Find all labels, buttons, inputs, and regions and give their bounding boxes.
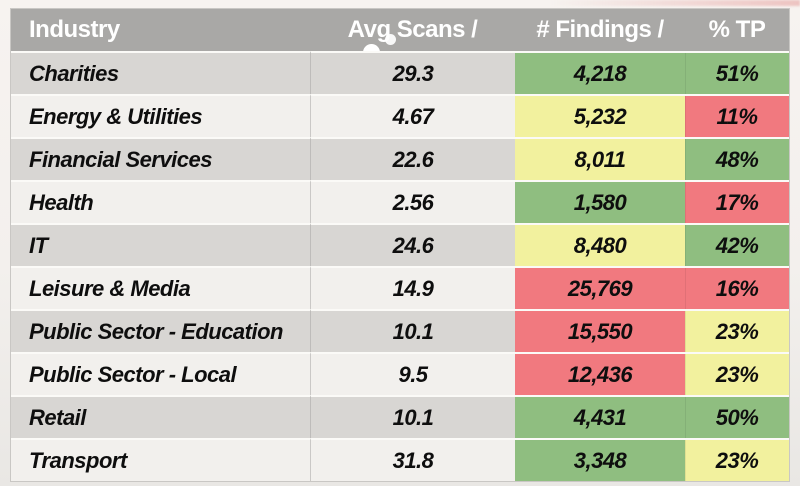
table-row: Public Sector - Education 10.1 15,550 23… <box>11 309 789 352</box>
table-row: Public Sector - Local 9.5 12,436 23% <box>11 352 789 395</box>
tp-cell: 50% <box>685 395 789 438</box>
column-header-label: # Findings / <box>536 16 664 43</box>
table-header-row: Industry Avg Scans / # Findings / % TP <box>11 9 789 51</box>
industry-cell: Retail <box>11 395 310 438</box>
industry-cell: Charities <box>11 51 310 94</box>
table-body: Charities 29.3 4,218 51% Energy & Utilit… <box>11 51 789 481</box>
tp-cell: 48% <box>685 137 789 180</box>
table-row: Retail 10.1 4,431 50% <box>11 395 789 438</box>
tp-cell: 17% <box>685 180 789 223</box>
industry-scan-table: Industry Avg Scans / # Findings / % TP C… <box>10 8 790 482</box>
tp-cell: 23% <box>685 438 789 481</box>
industry-cell: Public Sector - Education <box>11 309 310 352</box>
column-header-label: Avg Scans / <box>347 16 478 43</box>
tp-cell: 11% <box>685 94 789 137</box>
industry-cell: Transport <box>11 438 310 481</box>
avg-scans-cell: 14.9 <box>310 266 515 309</box>
tp-cell: 23% <box>685 352 789 395</box>
clipped-text-artifact <box>384 34 396 45</box>
findings-cell: 8,480 <box>515 223 685 266</box>
table-row: Energy & Utilities 4.67 5,232 11% <box>11 94 789 137</box>
avg-scans-cell: 24.6 <box>310 223 515 266</box>
column-header-industry: Industry <box>11 9 310 51</box>
table-row: IT 24.6 8,480 42% <box>11 223 789 266</box>
background-photo-tint <box>550 0 800 6</box>
findings-cell: 25,769 <box>515 266 685 309</box>
column-header-label: Industry <box>29 16 120 43</box>
avg-scans-cell: 31.8 <box>310 438 515 481</box>
table-row: Leisure & Media 14.9 25,769 16% <box>11 266 789 309</box>
industry-cell: Financial Services <box>11 137 310 180</box>
tp-cell: 42% <box>685 223 789 266</box>
avg-scans-cell: 9.5 <box>310 352 515 395</box>
avg-scans-cell: 10.1 <box>310 309 515 352</box>
avg-scans-cell: 22.6 <box>310 137 515 180</box>
avg-scans-cell: 10.1 <box>310 395 515 438</box>
findings-cell: 1,580 <box>515 180 685 223</box>
avg-scans-cell: 29.3 <box>310 51 515 94</box>
table-row: Transport 31.8 3,348 23% <box>11 438 789 481</box>
findings-cell: 12,436 <box>515 352 685 395</box>
industry-cell: IT <box>11 223 310 266</box>
table-row: Charities 29.3 4,218 51% <box>11 51 789 94</box>
clipped-text-artifact <box>362 44 380 51</box>
industry-cell: Public Sector - Local <box>11 352 310 395</box>
industry-cell: Energy & Utilities <box>11 94 310 137</box>
findings-cell: 4,218 <box>515 51 685 94</box>
findings-cell: 8,011 <box>515 137 685 180</box>
tp-cell: 51% <box>685 51 789 94</box>
findings-cell: 5,232 <box>515 94 685 137</box>
industry-cell: Leisure & Media <box>11 266 310 309</box>
column-header-findings: # Findings / <box>515 9 685 51</box>
column-header-label: % TP <box>708 16 766 43</box>
table-row: Health 2.56 1,580 17% <box>11 180 789 223</box>
column-header-tp: % TP <box>685 9 789 51</box>
findings-cell: 15,550 <box>515 309 685 352</box>
tp-cell: 16% <box>685 266 789 309</box>
findings-cell: 4,431 <box>515 395 685 438</box>
avg-scans-cell: 4.67 <box>310 94 515 137</box>
industry-cell: Health <box>11 180 310 223</box>
findings-cell: 3,348 <box>515 438 685 481</box>
table-row: Financial Services 22.6 8,011 48% <box>11 137 789 180</box>
tp-cell: 23% <box>685 309 789 352</box>
column-header-avg-scans: Avg Scans / <box>310 9 515 51</box>
avg-scans-cell: 2.56 <box>310 180 515 223</box>
